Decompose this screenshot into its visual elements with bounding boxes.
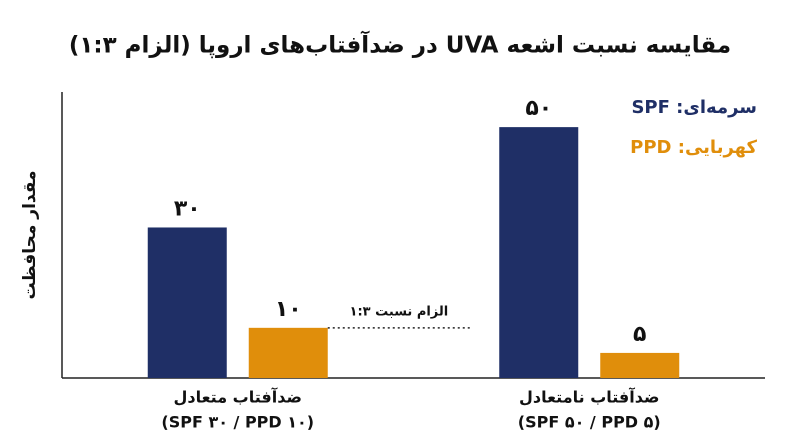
value-label: ۵۰ (525, 96, 552, 121)
x-tick-label: ضدآفتاب نامتعادل (519, 387, 659, 407)
bar (248, 327, 328, 378)
value-label: ۳۰ (174, 196, 201, 221)
value-label: ۱۰ (275, 297, 302, 322)
x-tick-note: (SPF ۳۰ / PPD ۱۰) (161, 413, 314, 432)
value-label: ۵ (633, 322, 646, 347)
legend-entry: کهربایی: PPD (630, 137, 757, 158)
bar (600, 352, 680, 378)
bar (499, 127, 579, 379)
y-axis-label: مقدار محافظت (20, 171, 40, 300)
annotation: الزام نسبت ۱:۳ (350, 304, 449, 319)
legend-entry: سرمه‌ای: SPF (631, 97, 757, 118)
x-tick-label: ضدآفتاب متعادل (174, 387, 302, 407)
chart-title: مقایسه نسبت اشعه UVA در ضدآفتاب‌های اروپ… (69, 30, 731, 59)
x-tick-note: (SPF ۵۰ / PPD ۵) (518, 413, 661, 432)
bar (147, 227, 227, 378)
